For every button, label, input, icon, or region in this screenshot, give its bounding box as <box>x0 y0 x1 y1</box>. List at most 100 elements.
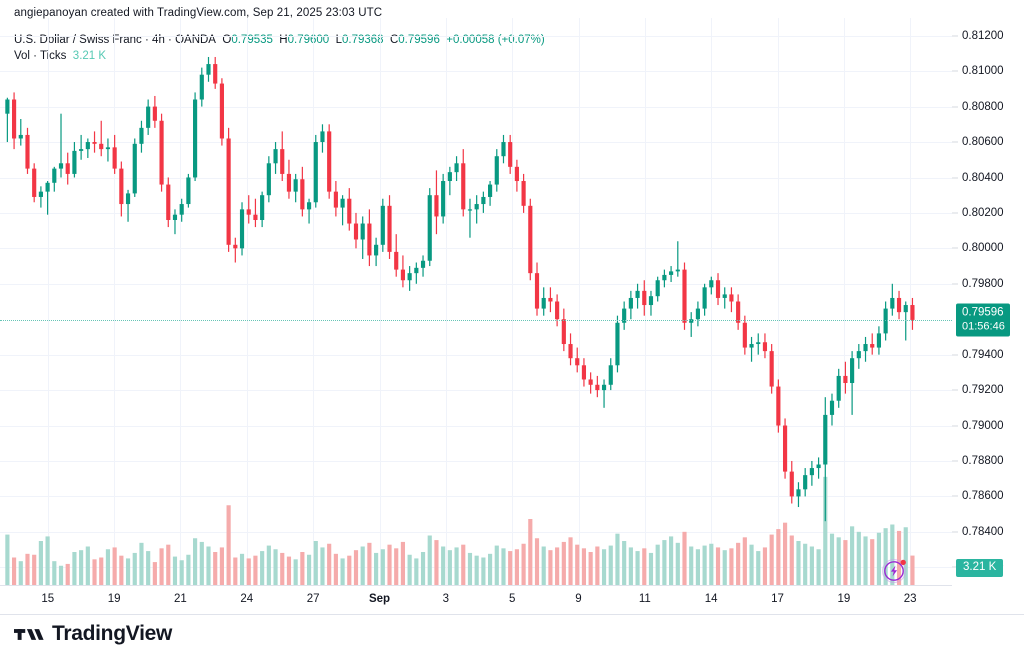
price-tick-label: 0.79800 <box>962 277 1004 290</box>
grid-line-vertical <box>910 18 912 585</box>
grid-line-vertical <box>313 18 315 585</box>
price-tick-dash <box>952 106 958 108</box>
grid-line-vertical <box>711 18 713 585</box>
price-tick-label: 0.80200 <box>962 206 1004 219</box>
time-axis-label: 17 <box>771 593 784 605</box>
price-tick-label: 0.81200 <box>962 29 1004 42</box>
time-axis-label: 27 <box>306 593 320 605</box>
grid-line-vertical <box>843 18 845 585</box>
attribution-text: angiepanoyan created with TradingView.co… <box>14 7 383 19</box>
price-tick-label: 0.78800 <box>962 455 1004 467</box>
legend-low-value: 0.79368 <box>341 34 384 46</box>
price-tick-label: 0.80600 <box>962 136 1004 148</box>
volume-badge[interactable]: 3.21 K <box>956 559 1004 577</box>
legend-close-label: C <box>389 34 399 46</box>
grid-line-vertical <box>578 18 580 585</box>
tradingview-footer: TradingView <box>14 622 172 646</box>
legend-low-label: L <box>335 34 342 46</box>
time-axis[interactable]: 15 19 21 24 27 Sep 3 5 9 11 14 17 19 23 <box>0 585 1024 615</box>
legend-sep-2: · <box>164 34 176 46</box>
price-tick-dash <box>952 247 958 249</box>
legend-interval[interactable]: 4h <box>152 34 165 46</box>
time-axis-label: Sep <box>368 593 391 605</box>
price-tick-dash <box>952 177 958 178</box>
lightning-bolt-icon[interactable] <box>881 557 908 584</box>
time-axis-label: 11 <box>638 593 651 605</box>
price-tick-dash <box>952 566 958 568</box>
chart-pane[interactable] <box>0 18 952 585</box>
grid-line-vertical <box>47 18 49 585</box>
time-axis-label: 3 <box>442 593 449 605</box>
price-tick-dash <box>952 354 958 356</box>
grid-line-horizontal <box>0 531 952 533</box>
current-price-line <box>0 319 952 321</box>
price-tick-dash <box>952 495 958 497</box>
grid-line-horizontal <box>0 106 952 108</box>
chart-legend: U.S. Dollar / Swiss Franc · 4h · OANDA O… <box>14 33 545 64</box>
price-tick-label: 0.79000 <box>962 419 1004 432</box>
price-tick-dash <box>952 460 958 462</box>
price-tick-label: 0.79400 <box>962 348 1004 361</box>
grid-line-horizontal <box>0 283 952 285</box>
legend-volume-row: Vol · Ticks 3.21 K <box>14 48 545 64</box>
legend-change: +0.00058 (+0.07%) <box>446 34 545 46</box>
legend-high-label: H <box>279 34 288 46</box>
price-tick-label: 0.79200 <box>962 384 1004 397</box>
time-axis-label: 15 <box>41 593 55 605</box>
legend-symbol-row: U.S. Dollar / Swiss Franc · 4h · OANDA O… <box>14 33 545 48</box>
time-axis-label: 19 <box>837 593 851 605</box>
price-tick-dash <box>952 212 958 214</box>
time-axis-bottom-border <box>0 614 1024 615</box>
time-axis-top-border <box>0 585 952 586</box>
bar-countdown: 01:56:46 <box>962 320 1005 333</box>
time-axis-label: 5 <box>508 593 516 605</box>
legend-open-label: O <box>222 34 232 46</box>
price-tick-dash <box>952 389 958 391</box>
grid-line-vertical <box>246 18 248 585</box>
time-axis-label: 21 <box>173 593 187 605</box>
grid-line-horizontal <box>0 177 952 179</box>
price-tick-dash <box>952 283 958 285</box>
grid-line-horizontal <box>0 461 952 462</box>
grid-line-vertical <box>180 18 182 585</box>
grid-line-vertical <box>379 18 381 585</box>
grid-line-horizontal <box>0 35 952 37</box>
time-axis-label: 19 <box>107 593 121 605</box>
legend-high-value: 0.79600 <box>287 34 330 46</box>
grid-line-vertical <box>777 18 779 585</box>
tradingview-wordmark: TradingView <box>52 622 173 645</box>
grid-line-horizontal <box>0 142 952 143</box>
grid-line-horizontal <box>0 212 952 214</box>
legend-open-value: 0.79535 <box>231 34 273 46</box>
legend-volume-label[interactable]: Vol · Ticks <box>14 50 67 62</box>
time-axis-label: 9 <box>575 593 582 605</box>
tradingview-logo-icon <box>14 628 44 640</box>
grid-line-vertical <box>512 18 514 585</box>
grid-line-horizontal <box>0 390 952 392</box>
price-axis[interactable]: 0.81200 0.81000 0.80800 0.80600 0.80400 0.802… <box>952 18 1024 585</box>
time-axis-label: 24 <box>240 593 254 605</box>
grid-line-horizontal <box>0 71 952 73</box>
grid-line-horizontal <box>0 425 952 427</box>
legend-symbol[interactable]: U.S. Dollar / Swiss Franc <box>14 34 142 46</box>
legend-close-value: 0.79596 <box>398 34 440 46</box>
legend-sep-1: · <box>141 34 153 46</box>
grid-line-horizontal <box>0 248 952 250</box>
grid-line-vertical <box>114 18 116 585</box>
time-axis-label: 14 <box>704 593 718 605</box>
time-axis-label: 23 <box>903 593 917 605</box>
price-tick-dash <box>952 70 958 72</box>
price-tick-label: 0.78600 <box>962 490 1004 503</box>
price-tick-dash <box>952 141 958 143</box>
legend-exchange: OANDA <box>175 34 216 46</box>
current-price-badge[interactable]: 0.79596 01:56:46 <box>956 303 1010 337</box>
legend-volume-value: 3.21 K <box>72 50 107 62</box>
price-tick-dash <box>952 531 958 533</box>
price-tick-label: 0.80000 <box>962 242 1004 255</box>
price-tick-label: 0.80800 <box>962 100 1004 113</box>
grid-line-horizontal <box>0 354 952 356</box>
price-tick-label: 0.80400 <box>962 171 1004 184</box>
price-tick-dash <box>952 35 958 37</box>
current-price-value: 0.79596 <box>962 306 1004 319</box>
